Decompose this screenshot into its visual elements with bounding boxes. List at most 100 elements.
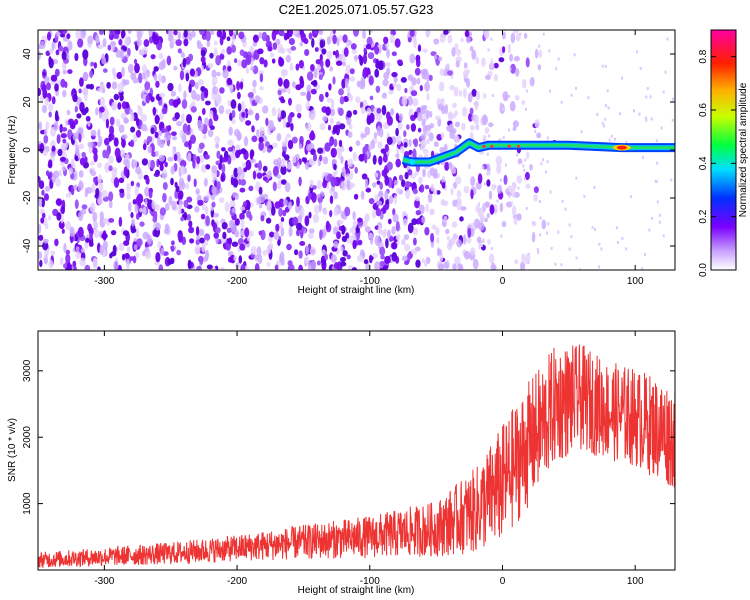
spectrogram-cell [316,260,321,266]
spectrogram-cell [407,36,412,43]
spectrogram-cell [111,81,118,90]
spectrogram-cell [78,131,82,143]
spectrogram-cell [287,86,291,95]
x-tick-label: 100 [627,576,644,587]
spectrogram-cell [327,124,332,131]
spectrogram-cell [193,178,197,188]
spectrogram-cell [308,157,314,166]
spectrogram-cell [650,117,653,121]
spectrogram-cell [141,64,148,74]
spectrogram-cell [305,122,312,132]
spectrogram-cell [41,197,45,208]
spectrogram-cell [375,85,381,94]
spectrogram-cell [121,101,127,110]
spectrogram-cell [438,249,443,256]
spectrogram-cell [42,238,49,244]
spectrogram-cell [277,107,282,119]
spectrogram-cell [77,226,84,238]
y-tick-label: -40 [22,238,33,253]
spectrogram-cell [494,185,497,189]
spectrogram-cell [202,134,207,140]
spectrogram-cell [510,63,516,74]
spectrogram-cell [151,31,156,41]
spectrogram-cell [639,66,642,70]
spectrogram-cell [362,67,369,78]
spectrogram-cell [241,111,246,118]
spectrogram-cell [105,118,109,129]
spectrogram-cell [48,58,54,69]
spectrogram-cell [82,71,89,81]
spectrogram-cell [411,218,418,226]
spectrogram-cell [456,239,463,248]
spectrogram-cell [113,260,119,270]
spectrogram-cell [140,113,148,122]
spectrogram-cell [97,266,101,270]
spectrogram-cell [124,36,130,48]
spectrogram-cell [68,118,74,124]
spectrogram-cell [198,30,206,36]
spectrogram-cell [145,177,150,185]
spectrogram-cell [250,246,257,255]
spectrogram-cell [59,257,64,266]
spectrogram-cell [211,201,216,208]
spectrogram-cell [258,230,263,236]
spectrogram-cell [218,197,225,204]
spectrogram-cell [598,242,601,246]
spectrogram-cell [480,240,483,244]
snr-x-label: Height of straight line (km) [298,585,415,596]
spectrogram-cell [386,161,393,171]
spectrogram-cell [428,74,433,82]
spectrogram-cell [59,33,66,38]
spectrogram-cell [195,188,200,195]
spectrogram-cell [525,207,528,210]
spectrogram-cell [95,187,100,197]
spectrogram-y-label: Frequency (Hz) [7,116,18,185]
spectrogram-cell [512,182,517,190]
spectrogram-cell [384,255,391,264]
spectrogram-cell [278,221,284,229]
spectrogram-cell [244,227,250,238]
spectrogram-cell [391,251,398,262]
spectrogram-cell [527,261,530,264]
spectrogram-cell [376,200,383,206]
spectrogram-cell [414,67,421,76]
spectrogram-cell [239,212,245,221]
spectrogram-cell [158,73,162,83]
spectrogram-cell [181,132,187,144]
spectrogram-cell [215,55,222,66]
spectrogram-cell [58,220,65,230]
spectrogram-cell [353,55,358,61]
spectrogram-cell [326,97,333,103]
spectrogram-cell [340,261,347,267]
spectrogram-cell [219,266,225,270]
spectrogram-cell [507,46,511,54]
spectrogram-cell [332,159,337,166]
spectrogram-cell [363,259,369,265]
spectrogram-cell [135,195,142,206]
spectrogram-cell [424,226,430,236]
spectrogram-cell [367,30,373,34]
spectrogram-cell [501,221,507,228]
spectrogram-cell [196,265,202,270]
spectrogram-cell [583,194,586,198]
spectrogram-cell [461,122,466,131]
spectrogram-cell [38,251,43,260]
spectrogram-cell [454,134,459,143]
spectrogram-cell [213,232,219,239]
spectrogram-cell [482,238,485,242]
spectrogram-cell [200,91,205,102]
spectrogram-cell [262,176,268,182]
spectrogram-cell [641,267,644,270]
spectrogram-cell [189,68,195,77]
spectrogram-cell [195,239,200,246]
spectrogram-cell [299,41,304,47]
spectrogram-cell [213,113,219,122]
spectrogram-cell [154,211,158,221]
spectrogram-cell [108,199,113,209]
spectrogram-cell [295,63,300,71]
spectrogram-cell [402,218,408,227]
spectrogram-cell [456,190,462,199]
snr-frame [37,330,676,571]
colorbar-ticks: 0.0 0.2 0.4 0.6 0.8 [698,49,736,277]
spectrogram-x-label: Height of straight line (km) [298,285,415,296]
